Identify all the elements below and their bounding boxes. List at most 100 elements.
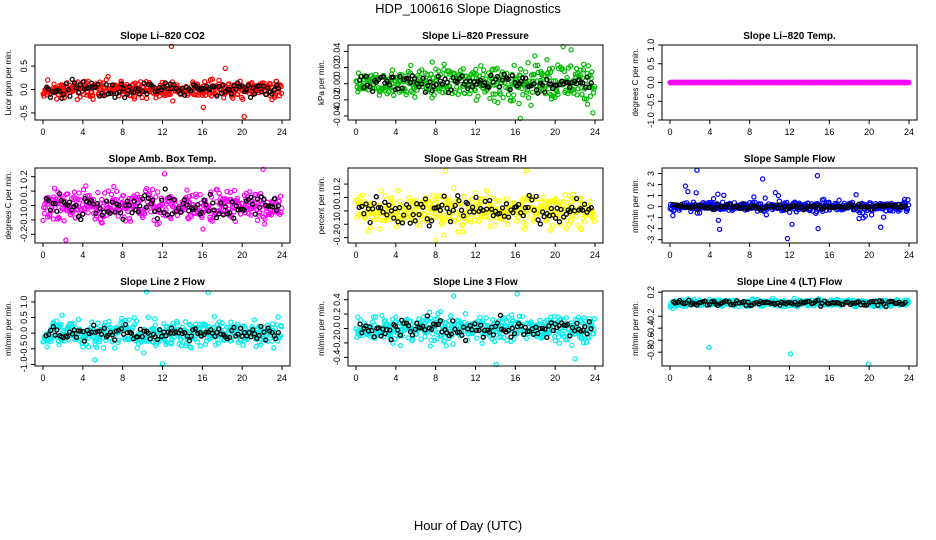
mean-point: [126, 202, 132, 208]
data-point: [682, 183, 689, 189]
data-point: [460, 66, 466, 72]
mean-point: [535, 217, 541, 223]
mean-point: [252, 91, 258, 97]
mean-point: [250, 85, 256, 91]
mean-point: [420, 75, 426, 81]
mean-point: [588, 80, 594, 86]
data-point: [815, 225, 821, 232]
data-point: [228, 319, 234, 325]
data-point: [567, 63, 574, 69]
data-point: [561, 68, 568, 75]
mean-point: [452, 202, 458, 209]
y-tick-label: 0.4: [332, 293, 342, 306]
mean-point: [133, 86, 139, 92]
data-point: [193, 194, 199, 200]
outlier-point: [260, 166, 266, 173]
data-point: [108, 191, 115, 198]
mean-point: [382, 199, 388, 205]
mean-point: [93, 210, 99, 217]
data-point: [428, 71, 434, 77]
mean-point: [558, 206, 564, 213]
data-points: [353, 43, 598, 122]
mean-point: [367, 84, 373, 90]
data-point: [473, 190, 479, 196]
data-point: [516, 100, 522, 107]
mean-point: [256, 204, 263, 211]
data-point: [100, 345, 107, 351]
data-point: [580, 61, 587, 68]
mean-point: [467, 78, 473, 84]
mean-point: [56, 191, 63, 197]
mean-point: [109, 82, 116, 88]
mean-point: [531, 81, 537, 87]
data-point: [518, 212, 524, 218]
y-tick-label: -2: [646, 225, 656, 233]
data-point: [568, 218, 575, 224]
mean-point: [416, 211, 422, 218]
mean-point: [586, 84, 592, 91]
data-point: [101, 190, 108, 196]
x-tick-label: 8: [433, 373, 438, 383]
mean-point: [465, 85, 471, 92]
data-point: [564, 74, 570, 81]
mean-point: [124, 198, 131, 204]
y-tick-label: -0.5: [19, 105, 29, 121]
mean-point: [359, 203, 365, 210]
x-tick-label: 0: [667, 127, 672, 137]
y-tick-label: -0.2: [19, 227, 29, 243]
data-point: [547, 69, 554, 76]
x-tick-label: 8: [433, 250, 438, 260]
mean-point: [361, 211, 367, 217]
x-tick-label: 4: [80, 127, 85, 137]
y-tick-label: -0.5: [19, 341, 29, 357]
x-tick-label: 12: [157, 250, 167, 260]
mean-point: [263, 91, 269, 98]
data-point: [51, 81, 57, 87]
y-tick-label: 0.0: [332, 205, 342, 218]
mean-point: [520, 75, 526, 81]
data-point: [528, 102, 534, 109]
data-point: [209, 218, 215, 224]
data-point: [403, 91, 409, 98]
data-point: [41, 210, 48, 217]
panel-title: Slope Sample Flow: [744, 154, 835, 165]
data-point: [456, 216, 462, 222]
mean-point: [482, 198, 488, 205]
mean-point: [497, 210, 503, 217]
data-point: [573, 65, 580, 72]
data-point: [546, 66, 553, 72]
mean-point: [399, 220, 406, 226]
data-point: [590, 110, 596, 116]
data-point: [540, 194, 547, 200]
data-point: [64, 191, 71, 197]
outlier-point: [63, 237, 69, 243]
data-point: [685, 188, 691, 195]
data-point: [454, 210, 461, 216]
mean-point: [454, 79, 460, 85]
data-point: [234, 91, 241, 98]
panel-title: Slope Line 3 Flow: [433, 277, 518, 288]
x-tick-label: 0: [667, 250, 672, 260]
mean-point: [361, 84, 367, 91]
x-tick-label: 20: [550, 127, 560, 137]
mean-point: [176, 205, 182, 211]
mean-point: [207, 86, 213, 93]
data-point: [422, 334, 428, 340]
mean-point: [730, 79, 736, 86]
data-point: [391, 199, 397, 205]
data-point: [376, 92, 383, 98]
mean-point: [97, 205, 103, 212]
mean-point: [488, 72, 494, 78]
data-point: [454, 84, 460, 90]
outlier-point: [92, 357, 98, 363]
data-point: [216, 77, 222, 84]
mean-point: [269, 91, 275, 97]
data-point: [693, 190, 699, 196]
data-point: [134, 345, 140, 351]
x-tick-label: 20: [237, 373, 247, 383]
outlier-point: [784, 235, 791, 242]
data-point: [508, 312, 515, 318]
data-point: [106, 318, 112, 325]
